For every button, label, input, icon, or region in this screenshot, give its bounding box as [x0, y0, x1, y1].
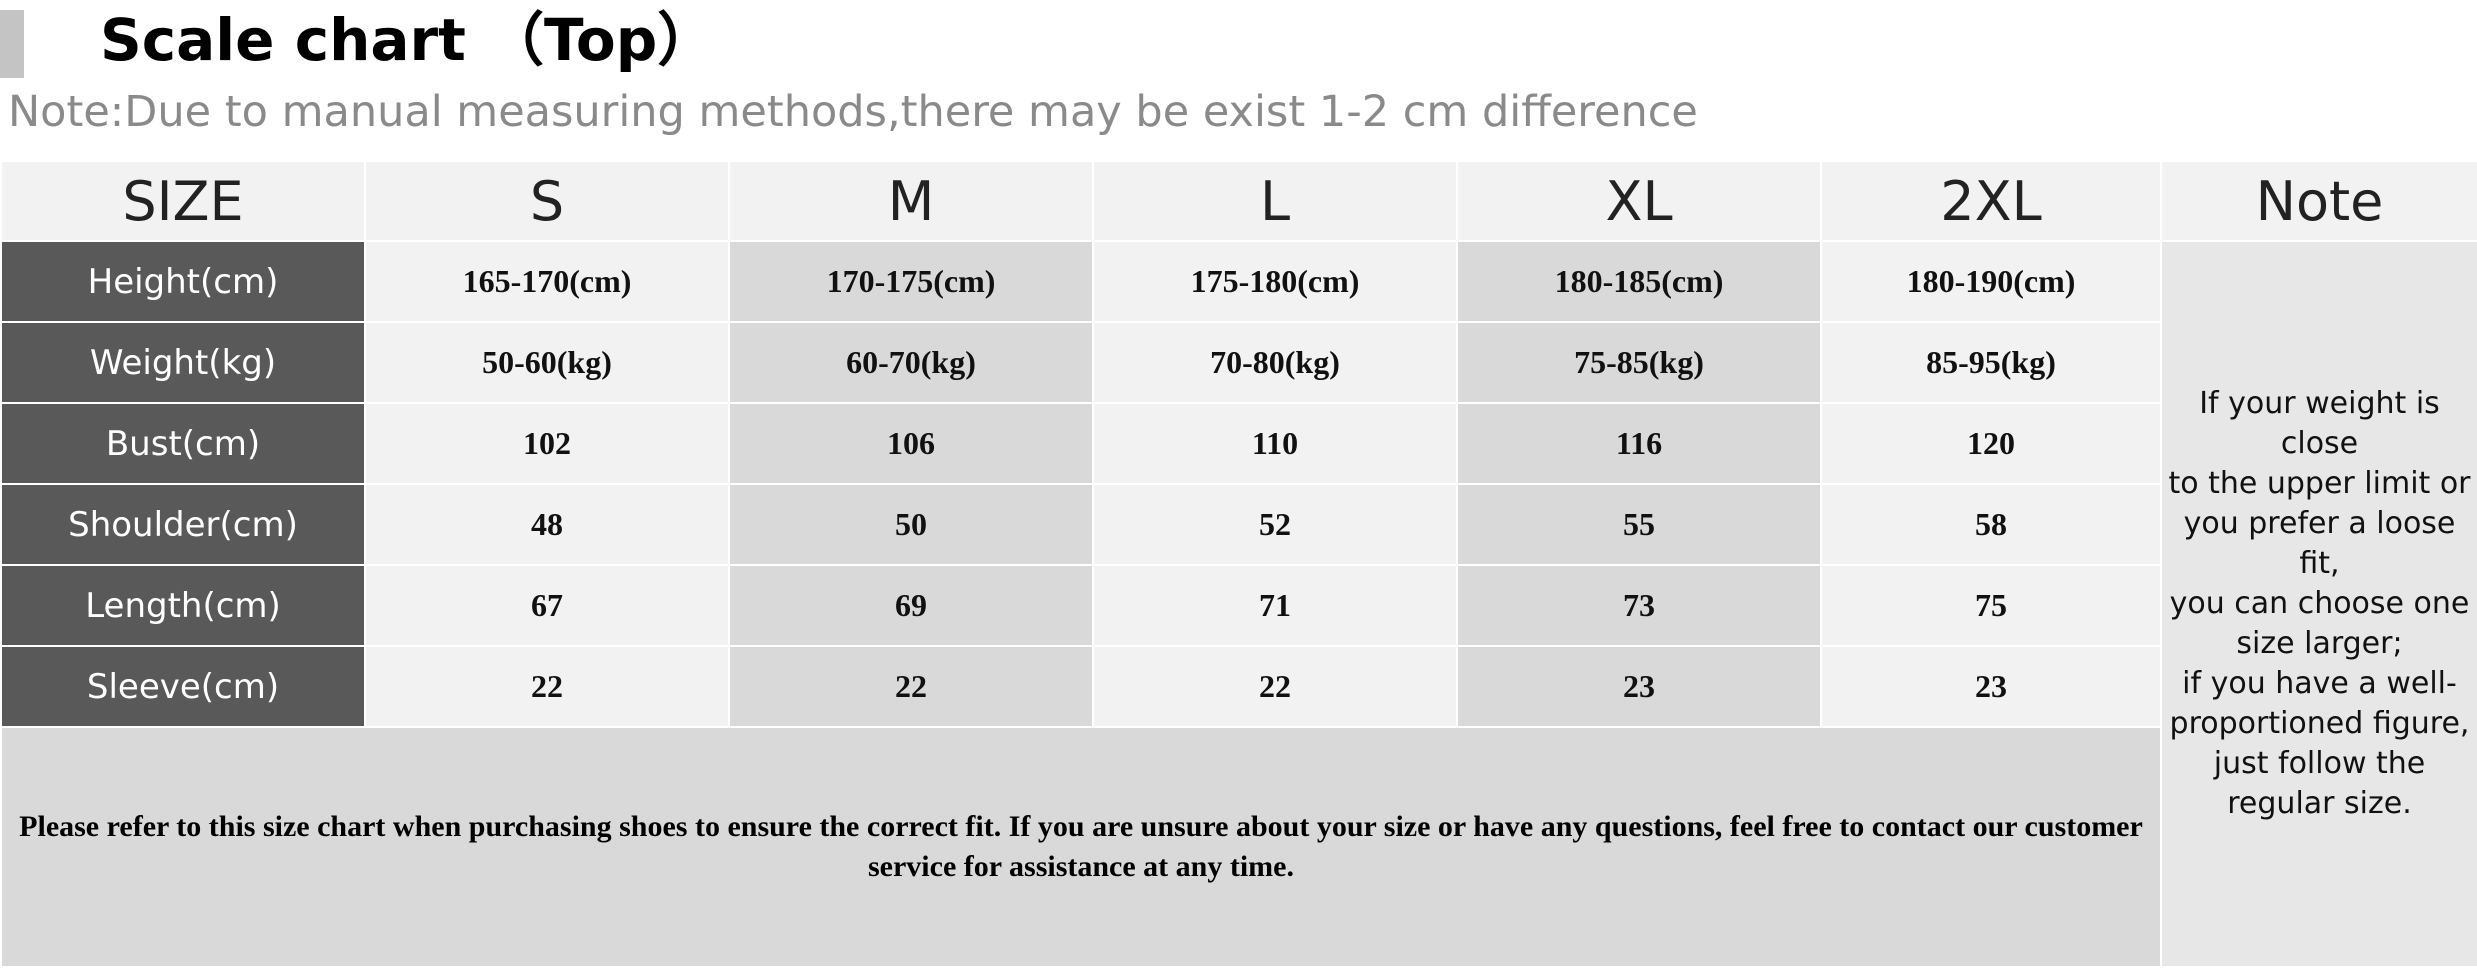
table-cell: 110	[1092, 402, 1458, 485]
side-note: If your weight is close to the upper lim…	[2160, 240, 2477, 968]
column-header-size: SIZE	[0, 160, 366, 242]
table-cell: 73	[1456, 564, 1822, 647]
column-header-s: S	[364, 160, 730, 242]
row-label: Length(cm)	[0, 564, 366, 647]
table-cell: 60-70(kg)	[728, 321, 1094, 404]
size-chart-table: SIZE S M L XL 2XL Note Height(cm) 165-17…	[0, 160, 2477, 968]
table-cell: 69	[728, 564, 1094, 647]
row-label: Shoulder(cm)	[0, 483, 366, 566]
table-cell: 50-60(kg)	[364, 321, 730, 404]
table-row-height: Height(cm) 165-170(cm) 170-175(cm) 175-1…	[0, 240, 2477, 968]
bottom-note: Please refer to this size chart when pur…	[0, 726, 2162, 968]
table-cell: 116	[1456, 402, 1822, 485]
table-cell: 165-170(cm)	[364, 240, 730, 323]
table-cell: 85-95(kg)	[1820, 321, 2162, 404]
table-cell: 175-180(cm)	[1092, 240, 1458, 323]
row-label: Bust(cm)	[0, 402, 366, 485]
row-label: Weight(kg)	[0, 321, 366, 404]
table-cell: 106	[728, 402, 1094, 485]
table-row-sleeve: Sleeve(cm) 22 22 22 23 23	[0, 645, 2477, 728]
table-cell: 75-85(kg)	[1456, 321, 1822, 404]
table-cell: 48	[364, 483, 730, 566]
page-title: Scale chart （Top）	[100, 6, 716, 74]
measurement-note: Note:Due to manual measuring methods,the…	[8, 87, 1698, 137]
table-cell: 180-185(cm)	[1456, 240, 1822, 323]
side-note-line: you prefer a loose fit,	[2183, 506, 2456, 581]
row-label: Sleeve(cm)	[0, 645, 366, 728]
table-cell: 52	[1092, 483, 1458, 566]
column-header-2xl: 2XL	[1820, 160, 2162, 242]
table-row-length: Length(cm) 67 69 71 73 75	[0, 564, 2477, 647]
table-cell: 67	[364, 564, 730, 647]
table-cell: 58	[1820, 483, 2162, 566]
table-cell: 75	[1820, 564, 2162, 647]
side-note-line: you can choose one	[2169, 586, 2470, 621]
table-row-shoulder: Shoulder(cm) 48 50 52 55 58	[0, 483, 2477, 566]
table-cell: 23	[1820, 645, 2162, 728]
side-note-line: proportioned figure,	[2169, 706, 2470, 741]
table-cell: 71	[1092, 564, 1458, 647]
side-note-line: if you have a well-	[2182, 666, 2457, 701]
row-label: Height(cm)	[0, 240, 366, 323]
table-cell: 102	[364, 402, 730, 485]
side-note-line: just follow the	[2213, 746, 2426, 781]
table-cell: 180-190(cm)	[1820, 240, 2162, 323]
column-header-m: M	[728, 160, 1094, 242]
table-row-footer: Please refer to this size chart when pur…	[0, 726, 2477, 968]
column-header-xl: XL	[1456, 160, 1822, 242]
table-cell: 170-175(cm)	[728, 240, 1094, 323]
side-note-line: size larger;	[2236, 626, 2403, 661]
column-header-note: Note	[2160, 160, 2477, 242]
side-note-line: to the upper limit or	[2168, 466, 2471, 501]
table-row-weight: Weight(kg) 50-60(kg) 60-70(kg) 70-80(kg)…	[0, 321, 2477, 404]
header-row: SIZE S M L XL 2XL Note	[0, 160, 2477, 242]
table-cell: 55	[1456, 483, 1822, 566]
side-note-line: If your weight is close	[2199, 386, 2440, 461]
table-row-bust: Bust(cm) 102 106 110 116 120	[0, 402, 2477, 485]
table-cell: 22	[728, 645, 1094, 728]
side-note-line: regular size.	[2227, 786, 2412, 821]
table-cell: 120	[1820, 402, 2162, 485]
table-cell: 23	[1456, 645, 1822, 728]
table-cell: 70-80(kg)	[1092, 321, 1458, 404]
table-cell: 50	[728, 483, 1094, 566]
table-cell: 22	[1092, 645, 1458, 728]
title-accent-bar	[0, 10, 24, 78]
table-cell: 22	[364, 645, 730, 728]
column-header-l: L	[1092, 160, 1458, 242]
